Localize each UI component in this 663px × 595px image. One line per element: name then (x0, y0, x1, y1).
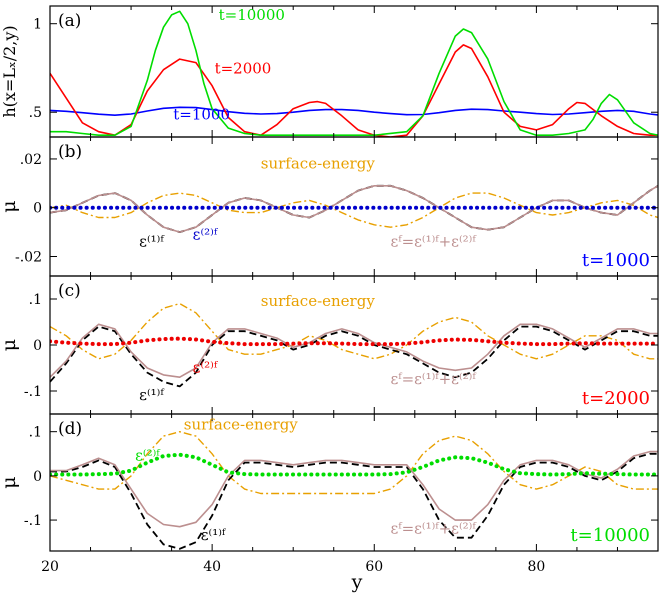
y-tick-label: -.02 (15, 249, 42, 265)
plot-frame (49, 413, 659, 552)
annotation-label: surface-energy (184, 415, 299, 433)
y-tick-label: .1 (29, 425, 42, 441)
x-tick-label: 80 (527, 559, 545, 575)
series-line-solid-1 (50, 44, 658, 137)
annotation-label: t=1000 (173, 105, 230, 123)
y-tick-label: -.1 (24, 513, 42, 529)
y-axis-label: μ (0, 476, 20, 488)
y-axis-label: μ (0, 339, 20, 351)
y-tick-label: .1 (29, 292, 42, 308)
series-line-dashdot-0 (50, 192, 658, 228)
y-tick-label: .5 (29, 105, 42, 121)
panel-d: -.1 0 .1 20 40 60 80 (d) μ surface-energy ε⁽²⁾ᶠ ε⁽¹… (0, 413, 659, 575)
annotation-label: ε⁽¹⁾ᶠ (201, 526, 227, 544)
panel-c: -.1 0 .1 (c) μ surface-energy ε⁽¹⁾ᶠ ε⁽²⁾ᶠ εᶠ=ε⁽¹… (0, 275, 659, 415)
y-tick-label: .02 (20, 152, 42, 168)
annotation-label: ε⁽²⁾ᶠ (193, 359, 219, 377)
annotation-label: ε⁽²⁾ᶠ (135, 446, 161, 464)
time-label: t=10000 (570, 525, 650, 546)
annotation-label: surface-energy (261, 292, 376, 310)
y-tick-label: -.1 (24, 384, 42, 400)
annotation-label: ε⁽¹⁾ᶠ (139, 233, 165, 251)
series-line-dashdot-0 (50, 431, 658, 495)
x-tick-label: 60 (365, 559, 383, 575)
annotation-label: εᶠ=ε⁽¹⁾ᶠ+ε⁽²⁾ᶠ (390, 233, 477, 251)
y-axis-label: μ (0, 200, 20, 212)
series-line-dotted-3 (50, 336, 658, 347)
y-axis-label: h(x=Lₓ/2,y) (0, 25, 19, 117)
panel-a: .5 1 (a) h(x=Lₓ/2,y) t=10000 t=2000 t=1000 (0, 5, 659, 138)
panel-b: -.02 0 .02 (b) μ surface-energy ε⁽¹⁾ᶠ ε⁽²⁾ᶠ εᶠ=ε… (0, 136, 659, 277)
series-line-solid-2 (50, 450, 658, 528)
annotation-label: εᶠ=ε⁽¹⁾ᶠ+ε⁽²⁾ᶠ (390, 370, 477, 388)
y-tick-label: 1 (33, 17, 42, 33)
annotation-label: surface-energy (261, 155, 376, 173)
series-line-dashdot-0 (50, 302, 658, 360)
annotation-label: ε⁽²⁾ᶠ (193, 225, 219, 243)
time-label: t=1000 (582, 250, 650, 271)
series-line-dashed-1 (50, 452, 658, 550)
y-tick-label: 0 (33, 469, 42, 485)
x-tick-label: 20 (41, 559, 59, 575)
x-axis-label: y (351, 571, 363, 593)
y-tick-label: 0 (33, 338, 42, 354)
annotation-label: t=10000 (219, 6, 285, 24)
x-tick-label: 40 (203, 559, 221, 575)
panel-label: (d) (58, 419, 82, 439)
series-line-dashed-1 (50, 325, 658, 388)
panel-label: (b) (58, 142, 82, 162)
annotation-label: t=2000 (215, 59, 272, 77)
panel-label: (c) (58, 281, 81, 301)
series-line-solid-2 (50, 323, 658, 378)
panel-label: (a) (58, 11, 81, 31)
time-label: t=2000 (582, 388, 650, 409)
series-line-dotted-3 (50, 452, 658, 477)
annotation-label: ε⁽¹⁾ᶠ (139, 386, 165, 404)
y-tick-label: 0 (33, 201, 42, 217)
series-line-solid-2 (50, 185, 658, 233)
annotation-label: εᶠ=ε⁽¹⁾ᶠ+ε⁽²⁾ᶠ (390, 519, 477, 537)
